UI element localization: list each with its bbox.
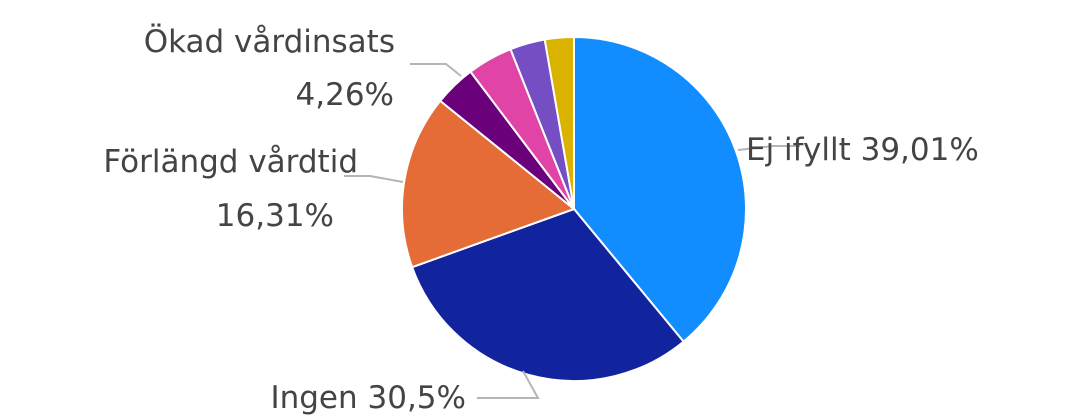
- leader-ej-ifyllt: [737, 145, 800, 151]
- label-okad-vardinsats-name: Ökad vårdinsats: [144, 23, 395, 60]
- data-labels: Ej ifyllt 39,01% Ingen 30,5% Förlängd vå…: [103, 23, 978, 416]
- label-forlangd-vardtid-percent: 16,31%: [216, 198, 334, 234]
- leader-okad-vardinsats: [410, 63, 462, 77]
- pie-slice-ingen[interactable]: [410, 207, 685, 382]
- leader-forlangd-vardtid: [344, 175, 404, 183]
- label-leader-lines: [344, 63, 800, 399]
- pie-slice-förlängd-vårdtid[interactable]: [401, 99, 577, 269]
- pie-slice-unlabeled-6[interactable]: [543, 35, 575, 210]
- label-ej-ifyllt: Ej ifyllt 39,01%: [746, 132, 979, 168]
- leader-ingen: [477, 370, 540, 399]
- label-ingen: Ingen 30,5%: [270, 380, 466, 416]
- label-okad-vardinsats-percent: 4,26%: [296, 77, 394, 113]
- pie-slice-ej-ifyllt[interactable]: [573, 35, 747, 344]
- pie-slices: [401, 35, 747, 382]
- label-forlangd-vardtid-name: Förlängd vårdtid: [103, 144, 358, 180]
